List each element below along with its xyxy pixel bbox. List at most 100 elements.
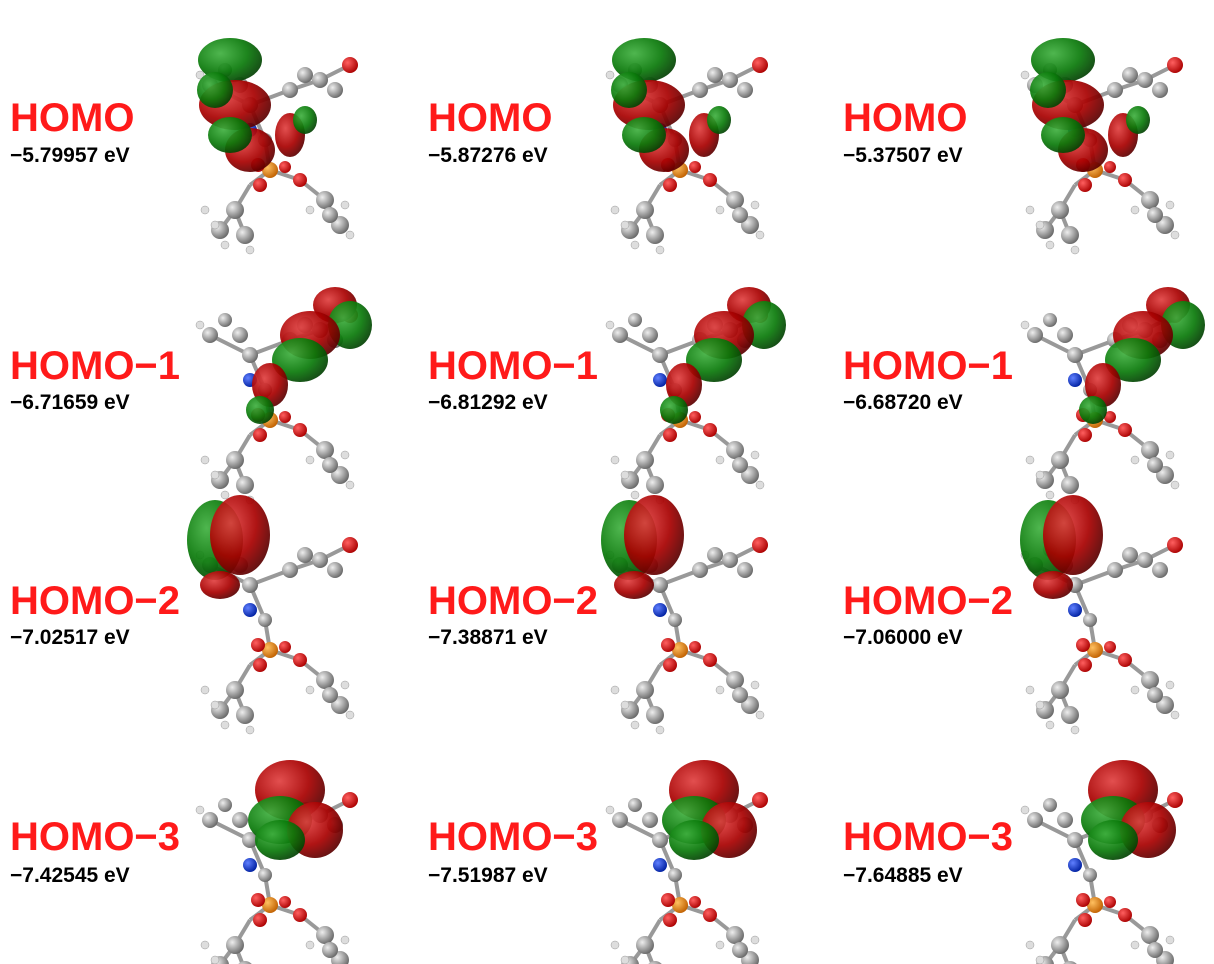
energy-label: −7.42545 eV <box>10 864 130 887</box>
atom <box>221 491 229 499</box>
figure: HOMO−5.79957 eVHOMO−5.87276 eVHOMO−5.375… <box>0 0 1214 964</box>
atom <box>722 552 738 568</box>
atom <box>258 613 272 627</box>
atom <box>1076 638 1090 652</box>
atom <box>621 221 629 229</box>
orbital-lobe <box>293 106 317 134</box>
atom <box>279 896 291 908</box>
atom <box>611 456 619 464</box>
atom <box>293 653 307 667</box>
atom <box>737 82 753 98</box>
atom <box>1147 207 1163 223</box>
atom <box>258 868 272 882</box>
atom <box>1051 201 1069 219</box>
atom <box>1036 471 1044 479</box>
atom <box>751 451 759 459</box>
atom <box>1068 373 1082 387</box>
atom <box>1171 231 1179 239</box>
atom <box>1131 686 1139 694</box>
atom <box>1046 721 1054 729</box>
atom <box>656 726 664 734</box>
energy-label: −7.64885 eV <box>843 864 963 887</box>
atom <box>636 201 654 219</box>
atom <box>1083 868 1097 882</box>
atom <box>1166 936 1174 944</box>
atom <box>201 206 209 214</box>
atom <box>1046 241 1054 249</box>
atom <box>1051 451 1069 469</box>
orbital-lobe <box>200 571 240 599</box>
atom <box>346 481 354 489</box>
atom <box>1068 603 1082 617</box>
atom <box>279 161 291 173</box>
molecule <box>1021 38 1183 254</box>
atom <box>1104 896 1116 908</box>
atom <box>1027 327 1043 343</box>
atom <box>1166 201 1174 209</box>
orbital-lobe <box>1041 117 1085 153</box>
atom <box>653 603 667 617</box>
atom <box>1131 456 1139 464</box>
atom <box>236 226 254 244</box>
atom <box>1152 82 1168 98</box>
atom <box>621 701 629 709</box>
atom <box>631 491 639 499</box>
atom <box>652 347 668 363</box>
atom <box>1166 681 1174 689</box>
atom <box>1061 226 1079 244</box>
atom <box>1167 792 1183 808</box>
atom <box>246 246 254 254</box>
orbital-lobe <box>1043 495 1103 575</box>
atom <box>346 231 354 239</box>
atom <box>297 547 313 563</box>
atom <box>293 423 307 437</box>
atom <box>221 721 229 729</box>
atom <box>726 441 744 459</box>
atom <box>236 706 254 724</box>
atom <box>201 456 209 464</box>
atom <box>1131 941 1139 949</box>
atom <box>1057 812 1073 828</box>
atom <box>606 321 614 329</box>
atom <box>751 936 759 944</box>
atom <box>628 313 642 327</box>
atom <box>751 681 759 689</box>
atom <box>1147 942 1163 958</box>
atom <box>661 638 675 652</box>
molecule <box>606 38 768 254</box>
atom <box>752 792 768 808</box>
atom <box>707 67 723 83</box>
atom <box>621 471 629 479</box>
orbital-lobe <box>255 820 305 860</box>
orbital-label: HOMO <box>10 96 134 140</box>
orbital-label: HOMO−2 <box>428 579 598 623</box>
atom <box>316 926 334 944</box>
atom <box>316 441 334 459</box>
atom <box>661 893 675 907</box>
orbital-lobe <box>669 820 719 860</box>
molecule <box>606 287 786 504</box>
atom <box>1147 457 1163 473</box>
atom <box>342 792 358 808</box>
atom <box>279 641 291 653</box>
atom <box>726 926 744 944</box>
atom <box>716 686 724 694</box>
atom <box>1046 491 1054 499</box>
atom <box>646 226 664 244</box>
atom <box>612 812 628 828</box>
orbital-lobe <box>707 106 731 134</box>
atom <box>327 82 343 98</box>
atom <box>1026 941 1034 949</box>
orbital-lobe <box>208 117 252 153</box>
atom <box>689 161 701 173</box>
atom <box>322 942 338 958</box>
atom <box>322 457 338 473</box>
atom <box>1137 552 1153 568</box>
atom <box>1122 67 1138 83</box>
orbital-label: HOMO−2 <box>843 579 1013 623</box>
atom <box>282 82 298 98</box>
atom <box>692 82 708 98</box>
energy-label: −6.81292 eV <box>428 391 548 414</box>
atom <box>646 706 664 724</box>
atom <box>1036 221 1044 229</box>
